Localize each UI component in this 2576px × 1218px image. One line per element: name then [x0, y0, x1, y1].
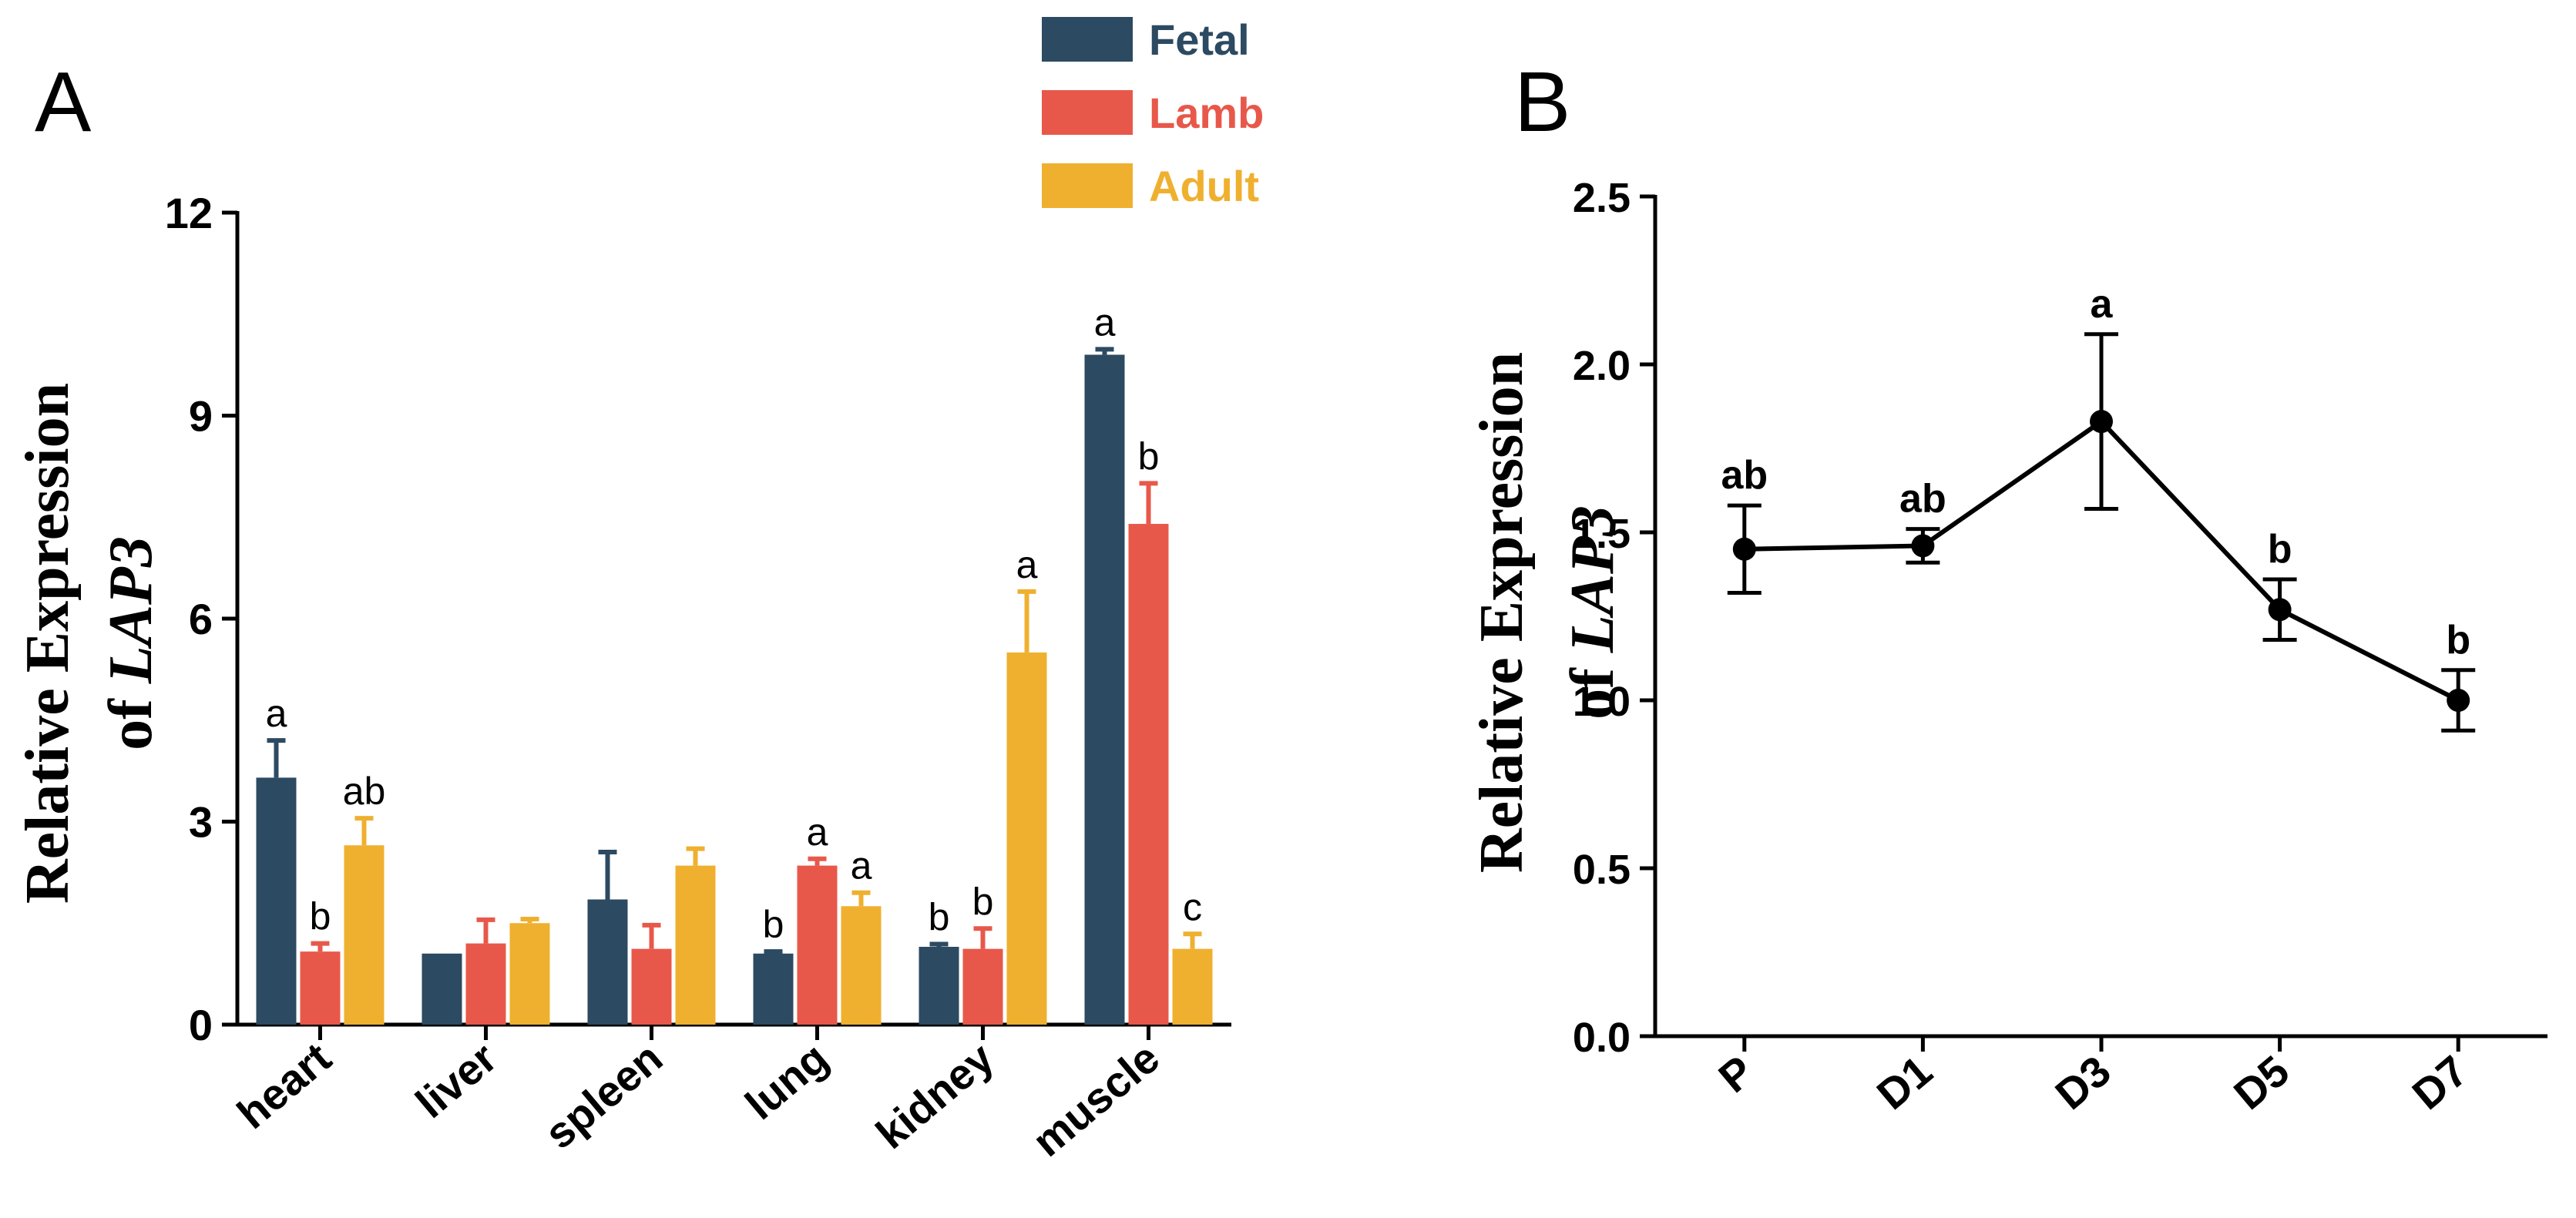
bar-lamb-heart	[300, 951, 341, 1025]
significance-label: ab	[343, 770, 386, 813]
panel-a-y-tick-label: 12	[165, 189, 213, 237]
legend-label-lamb: Lamb	[1149, 89, 1264, 137]
legend-swatch-adult	[1042, 163, 1133, 208]
panel-a-y-axis-title: Relative Expression of LAP3	[14, 383, 165, 904]
bar-lamb-liver	[465, 943, 506, 1025]
panel-b-y-tick-label: 0.5	[1573, 847, 1631, 893]
bar-lamb-lung	[797, 865, 838, 1025]
significance-label: a	[807, 810, 828, 854]
panel-b-significance-label: ab	[1899, 477, 1946, 522]
panel-b-data-point-D3	[2090, 410, 2113, 434]
bar-adult-liver	[509, 923, 550, 1025]
panel-b-y-tick-label: 2.0	[1573, 343, 1631, 389]
panel-a-ylabel-prefix: of	[97, 683, 165, 750]
panel-a-y-tick-label: 3	[189, 798, 213, 847]
panel-a-x-tick-label: muscle	[1023, 1033, 1168, 1166]
panel-b-x-tick-label: D7	[2403, 1046, 2477, 1119]
panel-a-bar-chart: A Relative Expression of LAP3 Fetal Lamb…	[14, 15, 1264, 1166]
panel-a-x-tick-label: lung	[736, 1033, 837, 1129]
panel-a-ylabel-gene: LAP3	[97, 536, 165, 684]
significance-label: a	[266, 692, 287, 735]
bar-lamb-muscle	[1128, 524, 1169, 1025]
significance-label: a	[851, 844, 872, 887]
panel-b-data-point-D5	[2268, 598, 2292, 622]
panel-b-x-tick-label: D3	[2046, 1046, 2119, 1119]
panel-a-x-tick-label: kidney	[867, 1033, 1003, 1158]
panel-a-legend: Fetal Lamb Adult	[1042, 15, 1264, 210]
panel-a-y-tick-label: 6	[189, 595, 213, 643]
legend-label-adult: Adult	[1149, 162, 1259, 210]
legend-swatch-lamb	[1042, 90, 1133, 135]
significance-label: b	[929, 895, 950, 938]
panel-a-x-tick-label: heart	[228, 1033, 340, 1138]
bar-lamb-spleen	[631, 948, 672, 1025]
panel-b-ylabel-prefix: of	[1559, 653, 1627, 720]
panel-b-y-tick-label: 1.5	[1573, 511, 1631, 557]
legend-label-fetal: Fetal	[1149, 15, 1250, 64]
bar-adult-muscle	[1172, 948, 1213, 1025]
panel-b-x-tick-label: P	[1709, 1046, 1762, 1102]
bar-fetal-heart	[256, 777, 297, 1025]
panel-b-y-tick-label: 2.5	[1573, 175, 1631, 221]
panel-b-y-axis-title: Relative Expression of LAP3	[1468, 352, 1627, 873]
panel-a-x-tick-label: spleen	[536, 1033, 671, 1158]
significance-label: b	[310, 895, 331, 938]
panel-b-ylabel-line2: of LAP3	[1559, 505, 1627, 720]
bar-adult-kidney	[1006, 652, 1047, 1025]
panel-a-y-tick-label: 9	[189, 392, 213, 441]
panel-a-label: A	[35, 55, 92, 149]
panel-b-significance-label: b	[2268, 527, 2292, 572]
panel-b-significance-label: b	[2446, 618, 2470, 663]
panel-b-ylabel-gene: LAP3	[1559, 505, 1627, 653]
panel-a-x-tick-label: liver	[406, 1033, 505, 1127]
panel-b-y-tick-label: 1.0	[1573, 679, 1631, 725]
panel-b-data-point-D1	[1911, 534, 1935, 558]
panel-b-label: B	[1514, 55, 1570, 149]
panel-b-ylabel-line1: Relative Expression	[1468, 352, 1536, 873]
legend-swatch-fetal	[1042, 17, 1133, 62]
bar-adult-spleen	[675, 865, 716, 1025]
bar-fetal-lung	[753, 953, 794, 1025]
bar-adult-lung	[841, 906, 882, 1025]
significance-label: b	[1138, 435, 1160, 478]
panel-b-data-point-P	[1732, 537, 1756, 561]
bar-lamb-kidney	[962, 948, 1003, 1025]
panel-b-x-tick-label: D5	[2225, 1046, 2298, 1119]
panel-a-ylabel-line2: of LAP3	[97, 536, 165, 750]
panel-a-y-tick-label: 0	[189, 1001, 213, 1049]
bar-fetal-kidney	[919, 946, 959, 1025]
significance-label: b	[972, 880, 994, 923]
significance-label: b	[763, 903, 784, 946]
bar-fetal-liver	[421, 953, 462, 1025]
bar-fetal-muscle	[1084, 354, 1125, 1025]
panel-b-significance-label: ab	[1721, 453, 1768, 498]
panel-b-significance-label: a	[2091, 282, 2114, 327]
significance-label: a	[1094, 300, 1116, 344]
panel-b-line-chart: B Relative Expression of LAP3 0.0 0.5 1.0 1…	[1468, 55, 2547, 1119]
panel-b-x-tick-label: D1	[1868, 1046, 1941, 1119]
panel-b-data-point-D7	[2447, 689, 2470, 712]
bar-fetal-spleen	[587, 899, 628, 1025]
panel-a-ylabel-line1: Relative Expression	[14, 383, 82, 904]
panel-b-y-tick-label: 0.0	[1573, 1015, 1631, 1061]
bar-adult-heart	[344, 845, 385, 1025]
significance-label: a	[1016, 543, 1038, 586]
significance-label: c	[1183, 885, 1202, 928]
